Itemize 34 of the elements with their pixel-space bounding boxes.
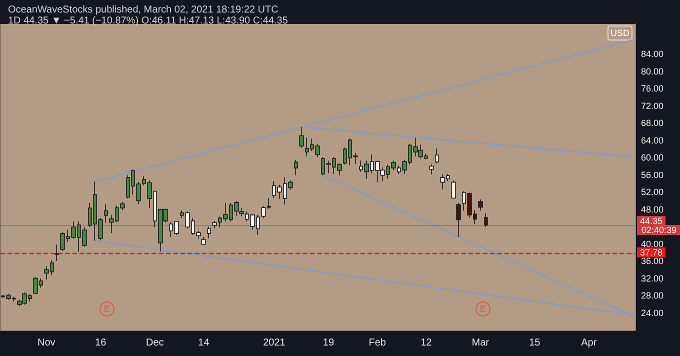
x-tick-label: Nov <box>38 338 56 348</box>
annotation: E <box>104 304 110 314</box>
y-tick-label: 36.00 <box>641 256 664 266</box>
x-tick-label: 2021 <box>263 338 286 348</box>
x-tick-label: 15 <box>529 338 541 348</box>
x-tick-label: Mar <box>472 338 490 348</box>
y-tick-label: 76.00 <box>641 84 664 94</box>
annotation: USD <box>610 28 630 38</box>
x-tick-label: Feb <box>368 338 386 348</box>
y-tick-label: 64.00 <box>641 135 664 146</box>
x-tick-label: 16 <box>95 338 107 348</box>
text: 02:40:39 <box>641 225 677 235</box>
y-tick-label: 68.00 <box>641 118 664 128</box>
y-tick-label: 84.00 <box>641 49 664 60</box>
y-tick-label: 40.00 <box>641 238 664 249</box>
ref-line-label: 37.78 <box>640 247 663 258</box>
chart-subtitle: 1D 44.35 ▼ −5.41 (−10.87%) O:46.11 H:47.13 L:43.90 C:44.35 <box>8 16 288 26</box>
y-tick-label: 48.00 <box>641 204 664 214</box>
y-tick-label: 28.00 <box>641 290 664 301</box>
y-tick-label: 80.00 <box>641 66 664 76</box>
chart-title: OceanWaveStocks published, March 02, 2021 18:19:22 UTC <box>8 4 278 16</box>
y-tick-label: 24.00 <box>641 308 664 318</box>
y-tick-label: 32.00 <box>641 273 664 284</box>
x-tick-label: Apr <box>581 338 598 348</box>
x-tick-label: Dec <box>146 338 164 348</box>
x-tick-label: 19 <box>322 338 334 348</box>
x-tick-label: 12 <box>420 338 432 348</box>
y-tick-label: 60.00 <box>641 152 664 163</box>
annotation: E <box>480 304 486 314</box>
ref-line-label: 44.35 <box>640 216 663 226</box>
x-tick-label: 14 <box>198 338 210 348</box>
y-tick-label: 56.00 <box>641 170 664 180</box>
y-tick-label: 72.00 <box>641 100 664 111</box>
y-tick-label: 52.00 <box>641 187 664 198</box>
